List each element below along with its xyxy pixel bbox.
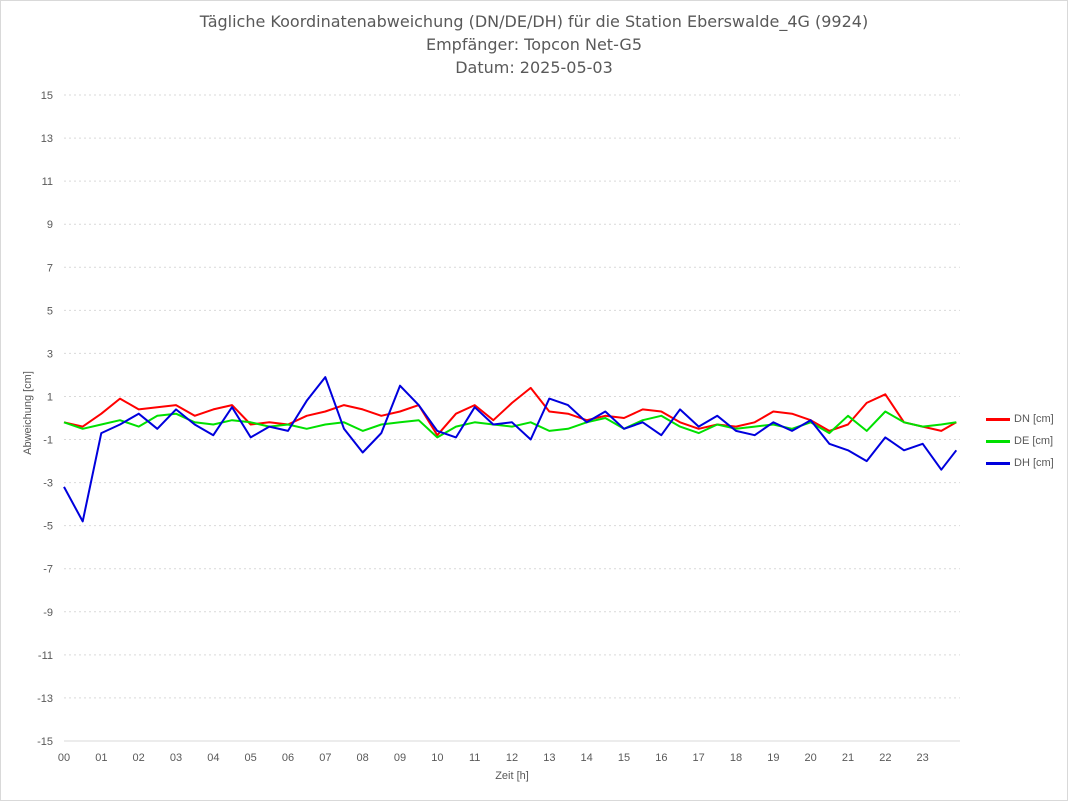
x-tick-label: 03 xyxy=(170,752,182,764)
series-line-dh xyxy=(63,376,958,523)
x-tick-label: 14 xyxy=(581,752,593,764)
x-tick-label: 10 xyxy=(431,752,443,764)
legend-label-dn: DN [cm] xyxy=(1014,413,1054,425)
x-tick-label: 16 xyxy=(655,752,667,764)
legend-swatch-dh xyxy=(986,461,1010,465)
y-tick-label: -3 xyxy=(43,478,53,490)
legend-label-dh: DH [cm] xyxy=(1014,457,1054,469)
x-tick-label: 02 xyxy=(133,752,145,764)
y-axis-title: Abweichung [cm] xyxy=(22,371,34,455)
y-tick-label: 13 xyxy=(41,133,53,145)
x-tick-label: 07 xyxy=(319,752,331,764)
x-tick-label: 05 xyxy=(245,752,257,764)
y-tick-label: -11 xyxy=(38,650,53,662)
x-tick-label: 09 xyxy=(394,752,406,764)
series-line-de xyxy=(63,410,957,439)
legend-swatch-dn xyxy=(986,417,1010,421)
y-tick-label: 15 xyxy=(41,90,53,102)
x-tick-label: 11 xyxy=(469,752,480,764)
x-tick-label: 20 xyxy=(805,752,817,764)
y-tick-label: -7 xyxy=(43,564,53,576)
chart-subtitle: Empfänger: Topcon Net-G5 xyxy=(425,35,643,54)
chart-title: Tägliche Koordinatenabweichung (DN/DE/DH… xyxy=(199,12,869,31)
legend: DN [cm] DE [cm] DH [cm] xyxy=(986,408,1054,474)
x-tick-label: 23 xyxy=(917,752,929,764)
x-tick-label: 01 xyxy=(95,752,107,764)
x-tick-label: 13 xyxy=(543,752,555,764)
x-tick-label: 06 xyxy=(282,752,294,764)
y-tick-label: -1 xyxy=(43,435,53,447)
x-tick-label: 18 xyxy=(730,752,742,764)
x-axis-title: Zeit [h] xyxy=(495,770,529,782)
x-tick-label: 17 xyxy=(693,752,705,764)
x-tick-label: 12 xyxy=(506,752,518,764)
y-tick-label: -5 xyxy=(43,521,53,533)
x-tick-label: 19 xyxy=(767,752,779,764)
legend-swatch-de xyxy=(986,439,1010,443)
y-tick-label: 1 xyxy=(47,391,53,403)
y-tick-label: 5 xyxy=(47,305,53,317)
y-tick-label: -13 xyxy=(37,693,53,705)
x-tick-label: 21 xyxy=(842,752,854,764)
legend-item-de: DE [cm] xyxy=(986,430,1054,452)
x-tick-label: 04 xyxy=(207,752,219,764)
legend-item-dn: DN [cm] xyxy=(986,408,1054,430)
y-tick-label: -9 xyxy=(43,607,53,619)
x-tick-label: 00 xyxy=(58,752,70,764)
y-tick-label: 3 xyxy=(47,348,53,360)
legend-label-de: DE [cm] xyxy=(1014,435,1054,447)
chart-date: Datum: 2025-05-03 xyxy=(455,58,613,77)
y-tick-label: 7 xyxy=(47,262,53,274)
y-tick-label: -15 xyxy=(37,736,53,748)
legend-item-dh: DH [cm] xyxy=(986,452,1054,474)
x-tick-label: 08 xyxy=(357,752,369,764)
x-tick-label: 15 xyxy=(618,752,630,764)
y-tick-label: 11 xyxy=(42,176,53,188)
y-tick-label: 9 xyxy=(47,219,53,231)
chart-titles: Tägliche Koordinatenabweichung (DN/DE/DH… xyxy=(0,10,1068,79)
x-tick-label: 22 xyxy=(879,752,891,764)
